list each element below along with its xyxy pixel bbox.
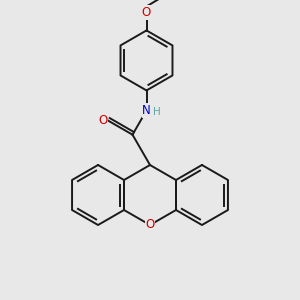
Text: O: O [142, 6, 151, 19]
Text: H: H [153, 107, 160, 117]
Text: N: N [142, 104, 151, 117]
Text: O: O [146, 218, 154, 232]
Text: O: O [99, 114, 108, 127]
